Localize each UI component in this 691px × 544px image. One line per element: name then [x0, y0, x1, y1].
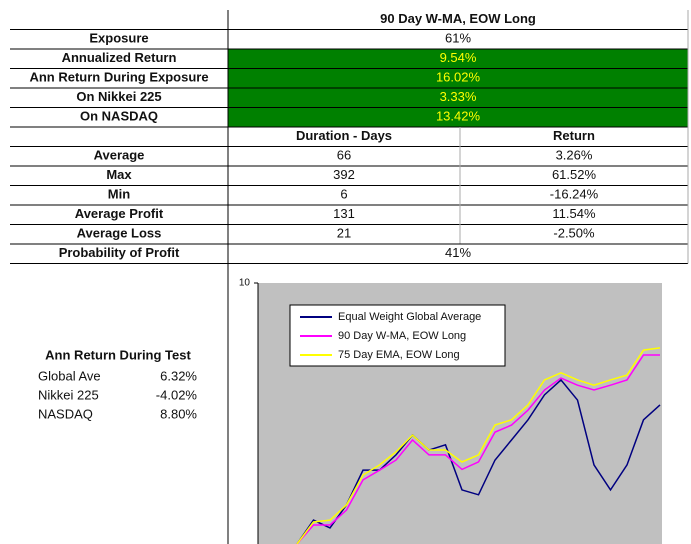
- legend-label: 75 Day EMA, EOW Long: [338, 349, 460, 361]
- block-value: -4.02%: [156, 387, 198, 402]
- row-value: 41%: [445, 245, 471, 260]
- cell-value: 21: [337, 226, 351, 241]
- row-label: On NASDAQ: [80, 109, 158, 124]
- block-label: NASDAQ: [38, 406, 93, 421]
- legend-label: 90 Day W-MA, EOW Long: [338, 330, 466, 342]
- row-label: Average: [94, 148, 145, 163]
- legend-label: Equal Weight Global Average: [338, 311, 481, 323]
- column-header: Duration - Days: [296, 128, 392, 143]
- row-value: 3.33%: [440, 89, 477, 104]
- y-tick-label: 10: [239, 278, 251, 289]
- block-label: Nikkei 225: [38, 387, 99, 402]
- row-label: Exposure: [89, 31, 148, 46]
- row-label: Max: [106, 167, 132, 182]
- row-value: 16.02%: [436, 70, 481, 85]
- cell-value: 66: [337, 148, 351, 163]
- row-label: Average Profit: [75, 206, 164, 221]
- column-header: Return: [553, 128, 595, 143]
- row-label: On Nikkei 225: [76, 89, 161, 104]
- line-series: [296, 354, 660, 544]
- row-value: 61%: [445, 31, 471, 46]
- cell-value: 6: [340, 187, 347, 202]
- row-label: Min: [108, 187, 130, 202]
- line-series: [296, 378, 661, 544]
- row-label: Annualized Return: [62, 50, 177, 65]
- table-title: 90 Day W-MA, EOW Long: [380, 11, 536, 26]
- block-title: Ann Return During Test: [45, 347, 191, 362]
- line-series: [296, 347, 661, 544]
- cell-value: -16.24%: [550, 187, 599, 202]
- row-value: 13.42%: [436, 109, 481, 124]
- row-label: Average Loss: [77, 226, 162, 241]
- cell-value: 131: [333, 206, 355, 221]
- cell-value: 11.54%: [552, 206, 596, 221]
- cell-value: 61.52%: [552, 167, 597, 182]
- cell-value: 392: [333, 167, 355, 182]
- cell-value: -2.50%: [553, 226, 595, 241]
- block-value: 8.80%: [160, 406, 197, 421]
- row-label: Probability of Profit: [59, 245, 180, 260]
- row-label: Ann Return During Exposure: [29, 70, 208, 85]
- block-label: Global Ave: [38, 368, 101, 383]
- row-value: 9.54%: [440, 50, 477, 65]
- cell-value: 3.26%: [556, 148, 593, 163]
- block-value: 6.32%: [160, 368, 197, 383]
